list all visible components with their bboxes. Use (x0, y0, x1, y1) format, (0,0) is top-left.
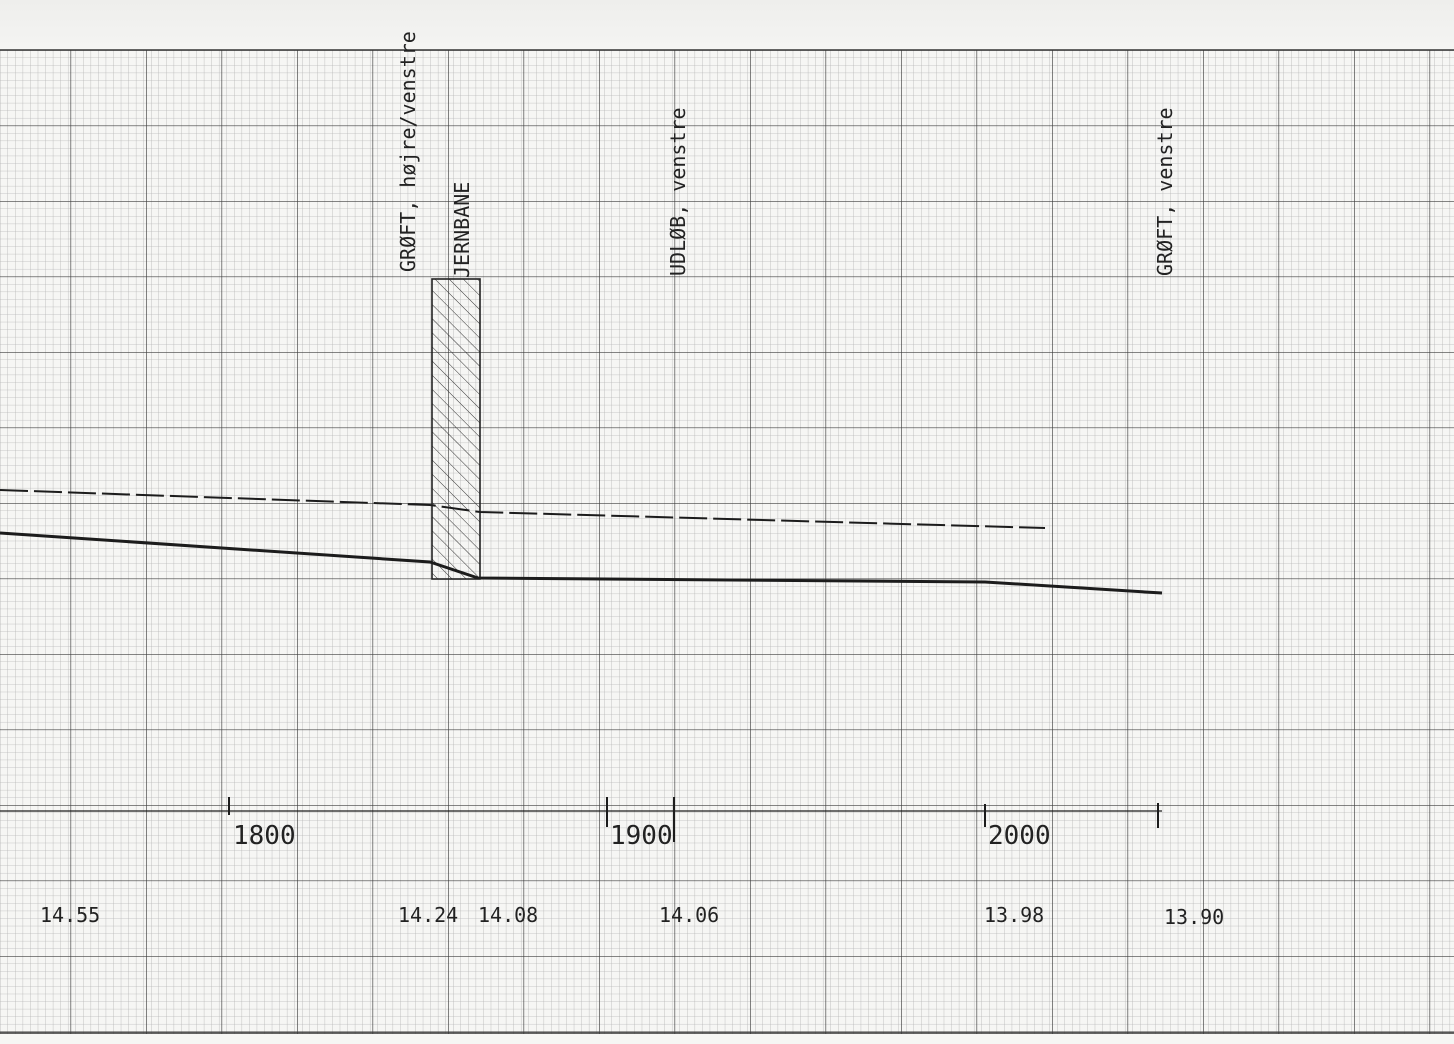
elevation-label: 13.90 (1164, 905, 1224, 929)
annotation-label: GRØFT, højre/venstre (396, 31, 420, 272)
annotation-label: JERNBANE (450, 182, 474, 278)
elevation-label: 14.24 (398, 903, 458, 927)
elevation-label: 14.55 (40, 903, 100, 927)
elevation-label: 14.08 (478, 903, 538, 927)
bottom-profile-line (0, 531, 1163, 595)
station-label: 1800 (233, 821, 296, 851)
sheet-top-margin (0, 0, 1454, 48)
station-label: 1900 (610, 821, 673, 851)
elevation-label: 13.98 (984, 903, 1044, 927)
station-label: 2000 (988, 821, 1051, 851)
elevation-label: 14.06 (659, 903, 719, 927)
railway-hatched-block (431, 278, 481, 580)
annotation-label: UDLØB, venstre (666, 107, 690, 276)
dashed-profile-line (0, 489, 1046, 529)
annotation-label: GRØFT, venstre (1153, 107, 1177, 276)
grid-major (0, 50, 1454, 1034)
